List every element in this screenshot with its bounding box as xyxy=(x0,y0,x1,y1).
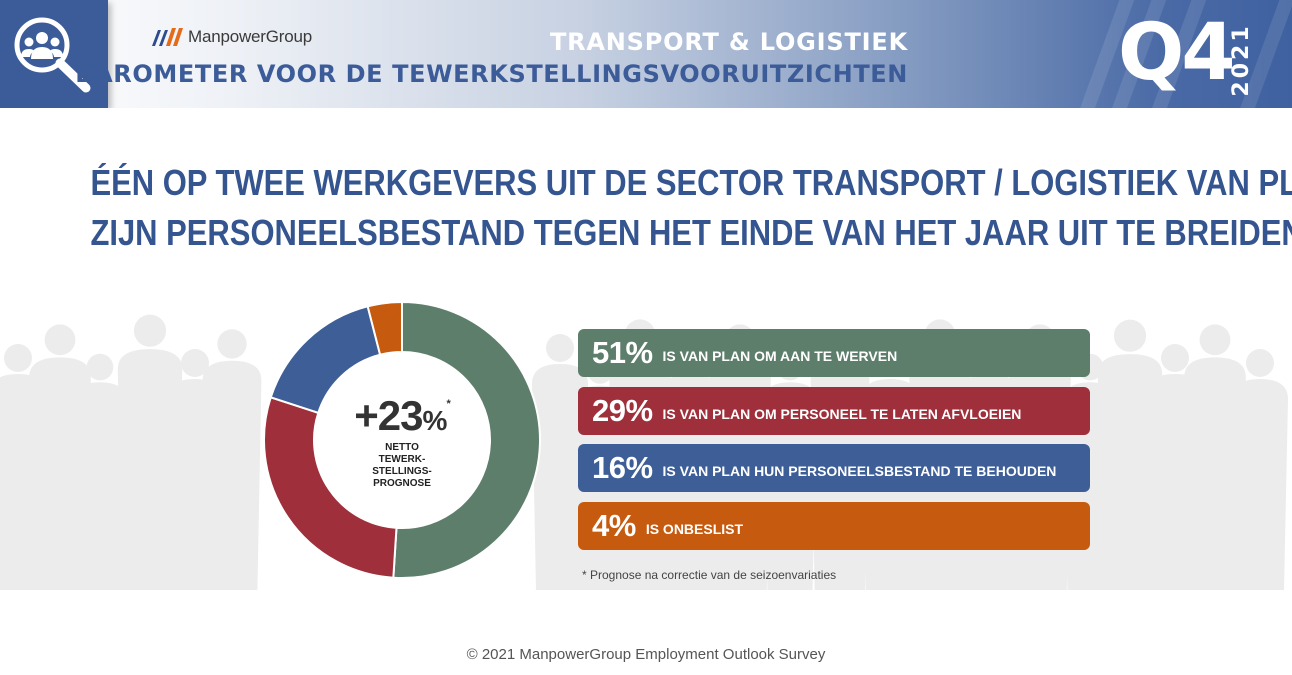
legend-bar-reduce: 29% IS VAN PLAN OM PERSONEEL TE LATEN AF… xyxy=(578,387,1090,435)
donut-hole xyxy=(314,352,490,528)
legend-bar-maintain-label: IS VAN PLAN HUN PERSONEELSBESTAND TE BEH… xyxy=(662,463,1057,479)
brand-logo: ManpowerGroup xyxy=(150,26,312,48)
legend-bar-undecided: 4% IS ONBESLIST xyxy=(578,502,1090,550)
donut-chart xyxy=(263,300,541,579)
headline-line-1: ÉÉN OP TWEE WERKGEVERS UIT DE SECTOR TRA… xyxy=(90,162,1292,203)
barometer-subtitle: BAROMETER VOOR DE TEWERKSTELLINGSVOORUIT… xyxy=(75,60,908,88)
sector-title: TRANSPORT & LOGISTIEK xyxy=(549,28,908,56)
net-forecast-value: +23%* xyxy=(354,392,451,439)
footnote: * Prognose na correctie van de seizoenva… xyxy=(582,568,837,582)
net-forecast: +23%* NETTO TEWERK-STELLINGS-PROGNOSE xyxy=(310,392,494,490)
legend-bar-reduce-value: 29% xyxy=(592,393,653,428)
quarter-label: Q4 xyxy=(1118,8,1236,98)
legend-bar-maintain-value: 16% xyxy=(592,450,653,485)
legend-bar-undecided-label: IS ONBESLIST xyxy=(645,521,744,537)
year-label: 2021 xyxy=(1229,23,1254,97)
copyright: © 2021 ManpowerGroup Employment Outlook … xyxy=(466,646,826,663)
brand-name: ManpowerGroup xyxy=(188,27,313,46)
net-forecast-label: NETTO TEWERK-STELLINGS-PROGNOSE xyxy=(372,442,432,489)
legend-bar-reduce-label: IS VAN PLAN OM PERSONEEL TE LATEN AFVLOE… xyxy=(662,406,1022,422)
people-search-icon xyxy=(0,0,108,108)
legend-bar-hire-label: IS VAN PLAN OM AAN TE WERVEN xyxy=(662,348,898,364)
legend-bar-hire-value: 51% xyxy=(592,335,653,370)
legend-bar-maintain: 16% IS VAN PLAN HUN PERSONEELSBESTAND TE… xyxy=(578,444,1090,492)
legend-bar-hire: 51% IS VAN PLAN OM AAN TE WERVEN xyxy=(578,329,1090,377)
legend-bar-undecided-value: 4% xyxy=(592,508,636,543)
header-banner: ManpowerGroup TRANSPORT & LOGISTIEK BARO… xyxy=(0,0,1292,108)
brand-mark-icon xyxy=(152,28,183,46)
headline-line-2: ZIJN PERSONEELSBESTAND TEGEN HET EINDE V… xyxy=(90,212,1292,253)
